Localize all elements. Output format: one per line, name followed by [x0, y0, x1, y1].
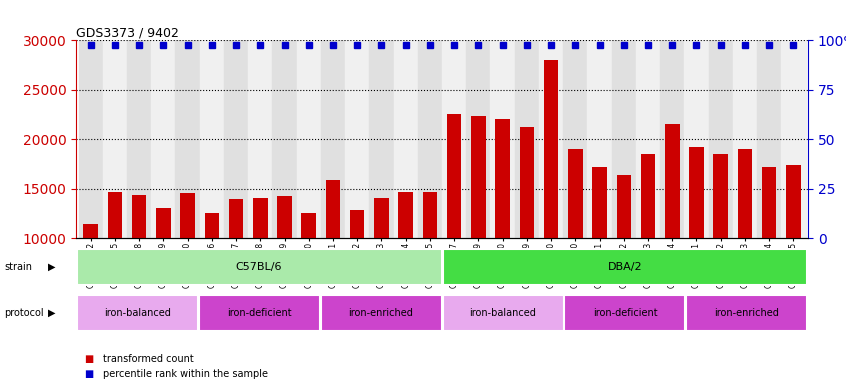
- Bar: [617, 175, 631, 337]
- Bar: [709, 40, 733, 238]
- Bar: [686, 295, 807, 331]
- Bar: [151, 40, 175, 238]
- Bar: [442, 295, 563, 331]
- Bar: [640, 154, 656, 337]
- Bar: [786, 165, 800, 337]
- Bar: [370, 40, 393, 238]
- Text: percentile rank within the sample: percentile rank within the sample: [103, 369, 268, 379]
- Bar: [398, 192, 413, 337]
- Bar: [471, 116, 486, 337]
- Text: protocol: protocol: [4, 308, 44, 318]
- Bar: [200, 40, 224, 238]
- Bar: [393, 40, 418, 238]
- Bar: [205, 214, 219, 337]
- Bar: [374, 197, 388, 337]
- Text: ▶: ▶: [48, 262, 56, 272]
- Bar: [592, 167, 607, 337]
- Bar: [539, 40, 563, 238]
- Bar: [321, 295, 442, 331]
- Bar: [665, 124, 679, 337]
- Bar: [127, 40, 151, 238]
- Bar: [248, 40, 272, 238]
- Bar: [762, 167, 777, 337]
- Bar: [442, 249, 807, 285]
- Bar: [132, 195, 146, 337]
- Bar: [272, 40, 297, 238]
- Bar: [321, 40, 345, 238]
- Bar: [496, 119, 510, 337]
- Bar: [84, 224, 98, 337]
- Text: ■: ■: [85, 354, 94, 364]
- Bar: [253, 197, 267, 337]
- Bar: [519, 127, 534, 337]
- Bar: [107, 192, 122, 337]
- Text: transformed count: transformed count: [103, 354, 194, 364]
- Text: iron-balanced: iron-balanced: [104, 308, 171, 318]
- Bar: [781, 40, 805, 238]
- Bar: [228, 199, 244, 337]
- Bar: [103, 40, 127, 238]
- Bar: [636, 40, 660, 238]
- Bar: [350, 210, 365, 337]
- Bar: [612, 40, 636, 238]
- Bar: [277, 195, 292, 337]
- Bar: [491, 40, 514, 238]
- Text: iron-enriched: iron-enriched: [349, 308, 414, 318]
- Bar: [326, 180, 340, 337]
- Bar: [757, 40, 781, 238]
- Bar: [77, 295, 198, 331]
- Bar: [301, 214, 316, 337]
- Bar: [738, 149, 752, 337]
- Text: iron-deficient: iron-deficient: [227, 308, 291, 318]
- Text: ▶: ▶: [48, 308, 56, 318]
- Bar: [587, 40, 612, 238]
- Bar: [713, 154, 728, 337]
- Text: DBA/2: DBA/2: [607, 262, 642, 272]
- Bar: [157, 209, 171, 337]
- Bar: [684, 40, 709, 238]
- Bar: [733, 40, 757, 238]
- Bar: [297, 40, 321, 238]
- Bar: [544, 60, 558, 337]
- Text: GDS3373 / 9402: GDS3373 / 9402: [76, 26, 179, 39]
- Bar: [418, 40, 442, 238]
- Text: strain: strain: [4, 262, 32, 272]
- Text: C57BL/6: C57BL/6: [236, 262, 283, 272]
- Bar: [180, 193, 195, 337]
- Bar: [345, 40, 370, 238]
- Text: iron-balanced: iron-balanced: [470, 308, 536, 318]
- Bar: [660, 40, 684, 238]
- Bar: [199, 295, 320, 331]
- Bar: [689, 147, 704, 337]
- Bar: [564, 295, 685, 331]
- Bar: [175, 40, 200, 238]
- Bar: [79, 40, 103, 238]
- Text: iron-deficient: iron-deficient: [593, 308, 657, 318]
- Bar: [568, 149, 583, 337]
- Bar: [447, 114, 461, 337]
- Bar: [563, 40, 587, 238]
- Bar: [442, 40, 466, 238]
- Bar: [514, 40, 539, 238]
- Bar: [224, 40, 248, 238]
- Bar: [423, 192, 437, 337]
- Text: iron-enriched: iron-enriched: [715, 308, 779, 318]
- Text: ■: ■: [85, 369, 94, 379]
- Bar: [466, 40, 491, 238]
- Bar: [77, 249, 442, 285]
